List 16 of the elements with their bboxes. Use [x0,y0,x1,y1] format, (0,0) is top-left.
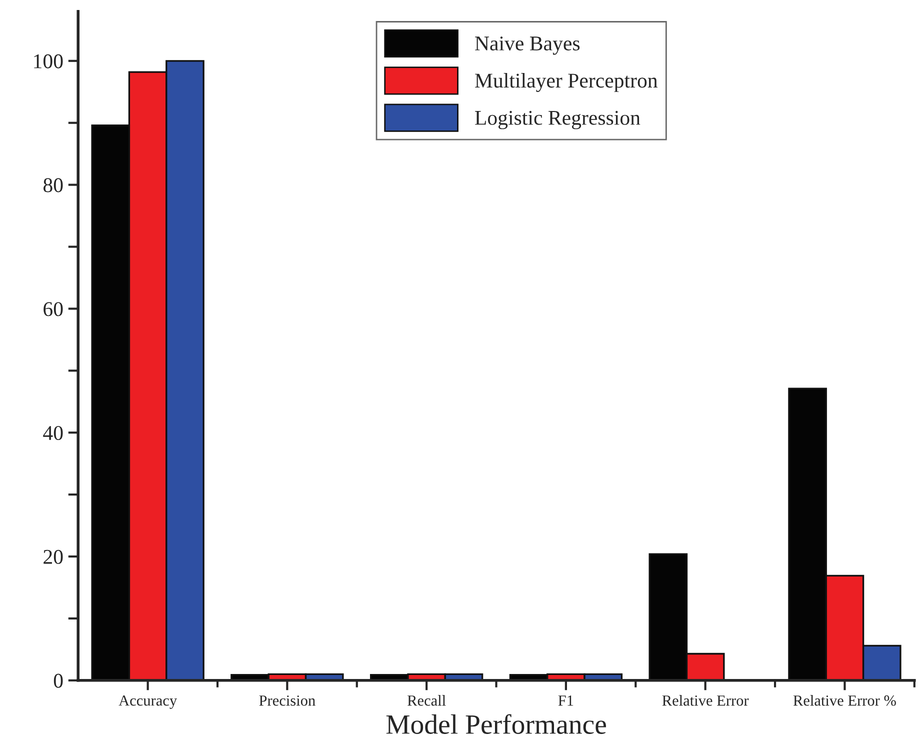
x-tick-label: Accuracy [118,695,178,709]
y-tick-label: 100 [34,54,63,68]
y-tick-label: 0 [54,674,63,688]
legend-label: Logistic Regression [475,110,640,130]
x-tick-label: Recall [407,694,446,706]
x-tick-label: Relative Error % [793,694,896,706]
x-tick-label: F1 [558,696,574,706]
legend-label: Naive Bayes [475,36,580,55]
y-tick-label: 20 [44,550,63,564]
legend-label: Multilayer Perceptron [475,73,658,92]
y-tick-label: 80 [43,178,63,192]
x-axis-title: Model Performance [386,714,606,734]
x-tick-label: Precision [259,695,316,706]
y-tick-label: 60 [44,302,63,316]
x-tick-label: Relative Error [662,694,749,706]
y-tick-label: 40 [43,426,63,440]
